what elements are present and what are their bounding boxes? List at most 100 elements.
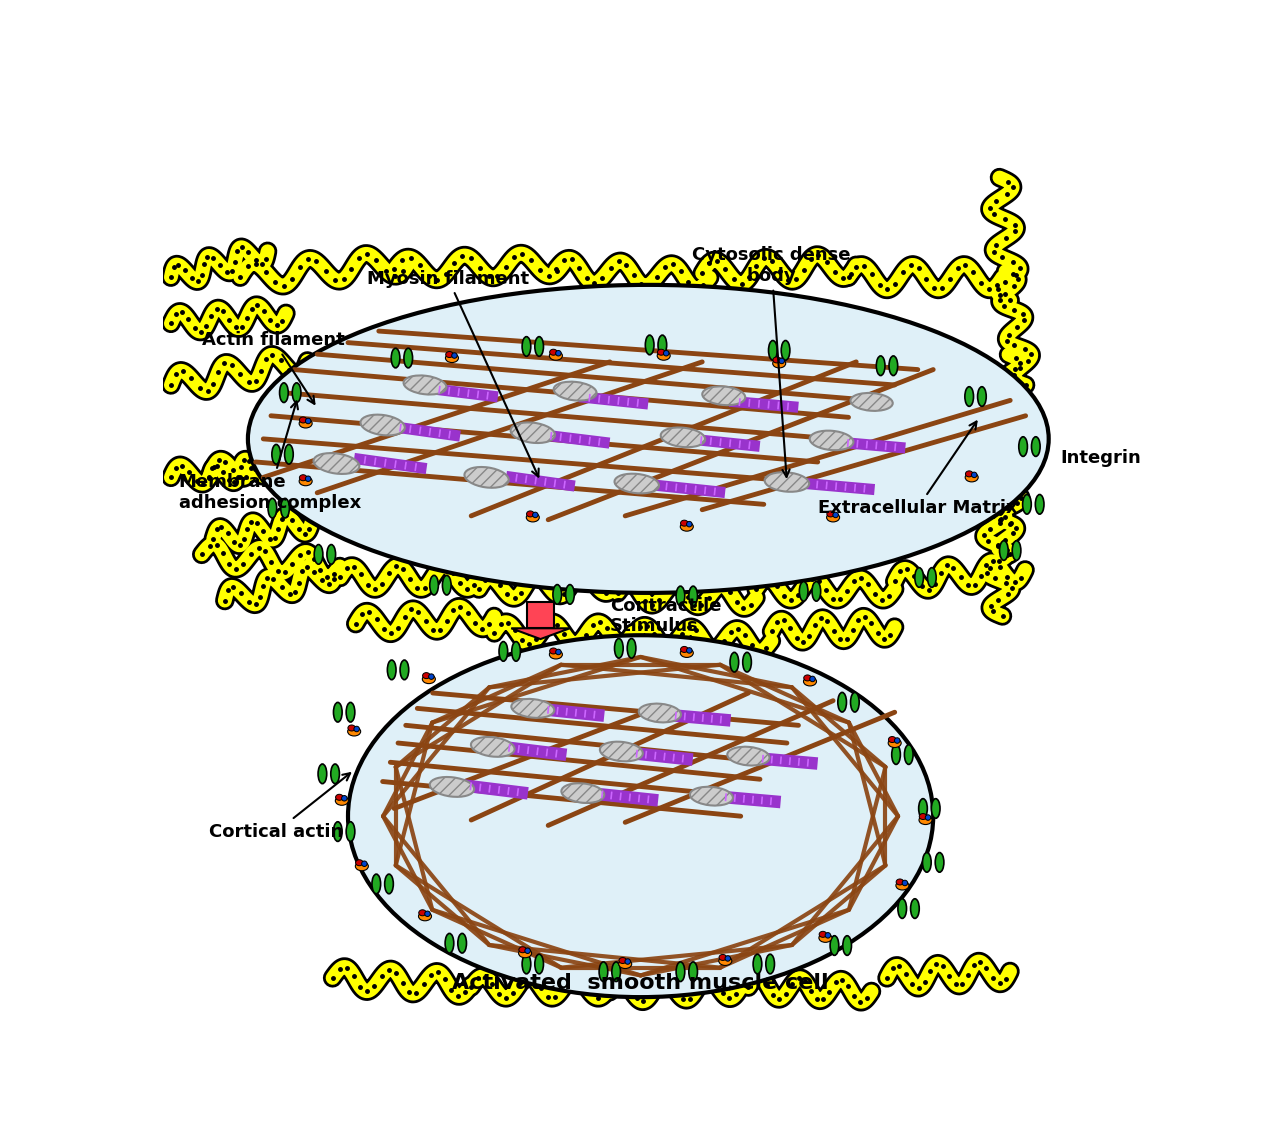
Ellipse shape bbox=[896, 880, 909, 890]
Ellipse shape bbox=[965, 471, 973, 477]
Ellipse shape bbox=[535, 955, 544, 974]
Text: Cytosolic dense
body: Cytosolic dense body bbox=[692, 247, 851, 477]
Ellipse shape bbox=[300, 417, 307, 423]
Ellipse shape bbox=[928, 568, 936, 587]
Ellipse shape bbox=[842, 935, 851, 956]
Ellipse shape bbox=[445, 352, 453, 357]
Ellipse shape bbox=[306, 476, 311, 482]
Ellipse shape bbox=[271, 444, 280, 464]
Ellipse shape bbox=[526, 510, 534, 517]
Ellipse shape bbox=[719, 957, 732, 965]
Ellipse shape bbox=[689, 962, 698, 981]
Ellipse shape bbox=[511, 423, 556, 443]
Ellipse shape bbox=[248, 284, 1048, 593]
Ellipse shape bbox=[897, 899, 906, 918]
Ellipse shape bbox=[724, 956, 731, 962]
Ellipse shape bbox=[827, 513, 840, 522]
Ellipse shape bbox=[348, 727, 361, 735]
Ellipse shape bbox=[915, 568, 923, 587]
Ellipse shape bbox=[888, 739, 901, 748]
Ellipse shape bbox=[346, 822, 355, 842]
Ellipse shape bbox=[317, 764, 326, 783]
Ellipse shape bbox=[925, 814, 931, 820]
Ellipse shape bbox=[850, 692, 859, 713]
Ellipse shape bbox=[353, 726, 360, 732]
Ellipse shape bbox=[780, 359, 785, 363]
Ellipse shape bbox=[890, 356, 897, 376]
Text: Contractile
Stimulus: Contractile Stimulus bbox=[609, 596, 722, 635]
Ellipse shape bbox=[330, 764, 339, 783]
Ellipse shape bbox=[1036, 494, 1044, 514]
Ellipse shape bbox=[799, 581, 808, 601]
Ellipse shape bbox=[419, 910, 426, 916]
Ellipse shape bbox=[819, 933, 832, 942]
Ellipse shape bbox=[361, 415, 404, 435]
Ellipse shape bbox=[346, 702, 355, 722]
Ellipse shape bbox=[525, 948, 530, 954]
Ellipse shape bbox=[810, 431, 854, 450]
Ellipse shape bbox=[686, 648, 692, 653]
Ellipse shape bbox=[627, 638, 636, 658]
Ellipse shape bbox=[910, 899, 919, 918]
Ellipse shape bbox=[348, 725, 356, 731]
Ellipse shape bbox=[549, 650, 562, 659]
Ellipse shape bbox=[781, 340, 790, 360]
Ellipse shape bbox=[645, 335, 654, 355]
Ellipse shape bbox=[773, 359, 786, 368]
Ellipse shape bbox=[445, 354, 458, 362]
Ellipse shape bbox=[657, 352, 671, 360]
Ellipse shape bbox=[681, 520, 689, 526]
Ellipse shape bbox=[620, 957, 626, 964]
Ellipse shape bbox=[314, 453, 360, 474]
Ellipse shape bbox=[888, 737, 896, 742]
Ellipse shape bbox=[919, 815, 932, 825]
Ellipse shape bbox=[765, 955, 774, 974]
Ellipse shape bbox=[471, 737, 515, 757]
Text: Actin filament: Actin filament bbox=[202, 331, 344, 404]
Ellipse shape bbox=[831, 935, 838, 956]
Ellipse shape bbox=[826, 933, 831, 938]
Ellipse shape bbox=[284, 444, 293, 464]
Ellipse shape bbox=[676, 586, 685, 605]
Ellipse shape bbox=[812, 581, 820, 601]
Ellipse shape bbox=[689, 586, 698, 605]
Ellipse shape bbox=[905, 745, 913, 764]
Ellipse shape bbox=[334, 822, 342, 842]
Ellipse shape bbox=[535, 337, 544, 356]
Ellipse shape bbox=[764, 472, 809, 492]
Ellipse shape bbox=[932, 798, 940, 819]
Ellipse shape bbox=[833, 512, 838, 517]
Ellipse shape bbox=[895, 738, 900, 743]
Ellipse shape bbox=[1032, 436, 1041, 457]
Ellipse shape bbox=[356, 862, 369, 870]
Ellipse shape bbox=[703, 386, 745, 405]
Ellipse shape bbox=[562, 783, 604, 803]
Ellipse shape bbox=[279, 383, 288, 402]
Ellipse shape bbox=[362, 861, 367, 867]
Ellipse shape bbox=[600, 741, 643, 762]
Ellipse shape bbox=[919, 813, 927, 820]
Ellipse shape bbox=[1012, 540, 1021, 561]
Ellipse shape bbox=[268, 498, 276, 518]
Ellipse shape bbox=[768, 340, 777, 360]
Ellipse shape bbox=[549, 648, 557, 654]
Ellipse shape bbox=[658, 349, 664, 355]
Ellipse shape bbox=[680, 522, 694, 531]
Ellipse shape bbox=[518, 949, 531, 958]
Ellipse shape bbox=[401, 660, 408, 679]
Ellipse shape bbox=[356, 860, 364, 866]
Ellipse shape bbox=[300, 475, 307, 481]
Ellipse shape bbox=[827, 510, 835, 517]
Ellipse shape bbox=[639, 703, 681, 723]
Ellipse shape bbox=[458, 933, 466, 954]
Ellipse shape bbox=[422, 673, 430, 678]
Ellipse shape bbox=[614, 474, 659, 493]
Ellipse shape bbox=[972, 472, 977, 477]
Ellipse shape bbox=[965, 387, 974, 407]
Ellipse shape bbox=[556, 649, 561, 654]
Ellipse shape bbox=[443, 576, 451, 595]
Ellipse shape bbox=[1023, 494, 1032, 514]
Text: Membrane
adhesion complex: Membrane adhesion complex bbox=[179, 402, 361, 512]
Ellipse shape bbox=[727, 747, 769, 765]
Ellipse shape bbox=[566, 585, 575, 604]
